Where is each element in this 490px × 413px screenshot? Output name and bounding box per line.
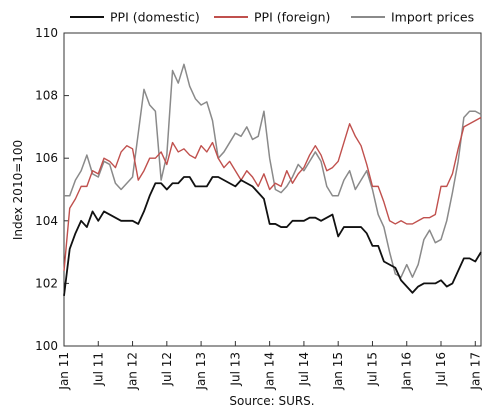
legend-label: PPI (foreign): [254, 10, 330, 25]
x-tick-label: Jul 13: [228, 352, 242, 387]
series-line-ppi-domestic: [63, 176, 482, 297]
plot-area: [63, 32, 482, 347]
x-tick-label: Jan 11: [57, 352, 71, 391]
x-tick-label: Jul 11: [91, 352, 105, 387]
series-line-import-prices: [64, 63, 482, 278]
series-line-ppi-foreign: [63, 116, 482, 271]
x-tick-label: Jan 16: [400, 352, 414, 391]
y-tick-label: 100: [35, 339, 58, 353]
y-tick-label: 106: [35, 151, 58, 165]
x-tick-label: Jan 12: [126, 352, 140, 391]
y-tick-label: 110: [35, 26, 58, 40]
legend-label: PPI (domestic): [110, 10, 200, 25]
x-tick-label: Jan 14: [263, 352, 277, 391]
x-tick-label: Jul 14: [297, 352, 311, 387]
x-tick-label: Jul 12: [160, 352, 174, 387]
y-tick-label: 104: [35, 214, 58, 228]
y-axis: 100 102 104 106 108 110: [35, 26, 69, 353]
x-tick-label: Jul 16: [434, 352, 448, 387]
y-tick-label: 102: [35, 276, 58, 290]
x-tick-label: Jan 17: [468, 352, 482, 391]
x-axis: Jan 11 Jul 11 Jan 12 Jul 12 Jan 13 Jul 13 Jan …: [57, 341, 482, 391]
series-lines: [63, 63, 482, 297]
x-tick-label: Jan 15: [331, 352, 345, 391]
x-tick-label: Jul 15: [365, 352, 379, 387]
source-note: Source: SURS.: [229, 394, 314, 408]
y-axis-label: Index 2010=100: [11, 140, 25, 240]
x-tick-label: Jan 13: [194, 352, 208, 391]
legend: PPI (domestic) PPI (foreign) Import prices: [70, 10, 474, 25]
y-tick-label: 108: [35, 89, 58, 103]
legend-label: Import prices: [391, 10, 474, 25]
